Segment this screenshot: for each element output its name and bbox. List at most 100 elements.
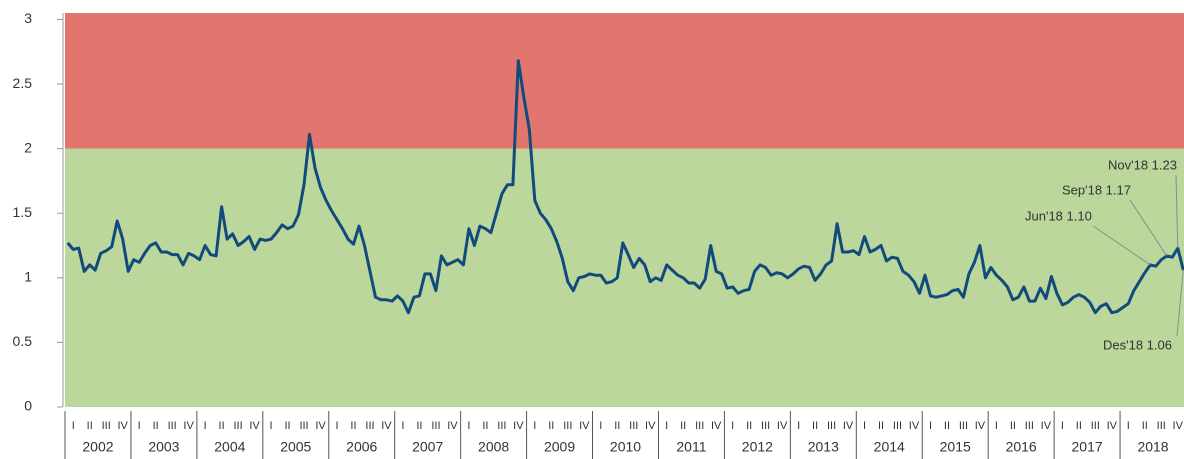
quarter-label: II (680, 420, 686, 432)
quarter-label: IV (909, 420, 920, 432)
quarter-label: IV (843, 420, 854, 432)
quarter-label: II (219, 420, 225, 432)
quarter-label: II (746, 420, 752, 432)
quarter-label: I (72, 420, 75, 432)
quarter-label: IV (249, 420, 260, 432)
quarter-label: III (1025, 420, 1034, 432)
year-label: 2016 (1006, 439, 1037, 455)
quarter-label: IV (1041, 420, 1052, 432)
quarter-label: II (1076, 420, 1082, 432)
year-label: 2010 (610, 439, 641, 455)
annotation: Sep'18 1.17 (1062, 182, 1131, 197)
quarter-label: I (204, 420, 207, 432)
annotation: Nov'18 1.23 (1108, 157, 1177, 172)
quarter-label: II (812, 420, 818, 432)
quarter-label: IV (975, 420, 986, 432)
line-series (66, 59, 1184, 315)
quarter-label: III (299, 420, 308, 432)
year-label: 2015 (940, 439, 971, 455)
annotation-leader (1176, 270, 1184, 337)
quarter-label: II (944, 420, 950, 432)
quarter-label: IV (1173, 420, 1184, 432)
y-tick-label: 3 (24, 10, 32, 26)
y-tick-label: 1.5 (13, 204, 33, 220)
band (65, 13, 1184, 149)
quarter-label: I (270, 420, 273, 432)
year-label: 2007 (412, 439, 443, 455)
quarter-label: III (102, 420, 111, 432)
quarter-label: III (629, 420, 638, 432)
annotation: Des'18 1.06 (1103, 337, 1172, 352)
quarter-label: IV (315, 420, 326, 432)
quarter-label: III (365, 420, 374, 432)
quarter-label: II (482, 420, 488, 432)
quarter-label: IV (513, 420, 524, 432)
quarter-label: I (1061, 420, 1064, 432)
quarter-label: III (761, 420, 770, 432)
quarter-label: I (533, 420, 536, 432)
year-label: 2017 (1072, 439, 1103, 455)
quarter-label: I (731, 420, 734, 432)
quarter-label: I (1127, 420, 1130, 432)
year-label: 2006 (346, 439, 377, 455)
quarter-label: IV (711, 420, 722, 432)
quarter-label: III (563, 420, 572, 432)
quarter-label: I (599, 420, 602, 432)
y-tick-label: 0 (24, 398, 32, 414)
quarter-label: II (1010, 420, 1016, 432)
quarter-label: III (168, 420, 177, 432)
y-tick-label: 2 (24, 139, 32, 155)
year-label: 2011 (676, 439, 706, 455)
year-label: 2009 (544, 439, 575, 455)
quarter-label: III (497, 420, 506, 432)
annotation-leader (1092, 225, 1151, 266)
quarter-label: III (827, 420, 836, 432)
quarter-label: II (548, 420, 554, 432)
band (65, 148, 1184, 407)
quarter-label: III (431, 420, 440, 432)
quarter-label: I (138, 420, 141, 432)
quarter-label: I (797, 420, 800, 432)
year-label: 2003 (148, 439, 179, 455)
quarter-label: IV (183, 420, 194, 432)
quarter-label: II (416, 420, 422, 432)
year-label: 2012 (742, 439, 773, 455)
year-label: 2005 (280, 439, 311, 455)
quarter-label: I (401, 420, 404, 432)
quarter-label: II (284, 420, 290, 432)
quarter-label: II (350, 420, 356, 432)
quarter-label: I (995, 420, 998, 432)
quarter-label: I (335, 420, 338, 432)
quarter-label: III (959, 420, 968, 432)
y-tick-label: 0.5 (13, 333, 33, 349)
quarter-label: I (863, 420, 866, 432)
quarter-label: III (234, 420, 243, 432)
quarter-label: IV (777, 420, 788, 432)
quarter-label: II (878, 420, 884, 432)
year-label: 2018 (1137, 439, 1168, 455)
quarter-label: III (695, 420, 704, 432)
quarter-label: III (1157, 420, 1166, 432)
year-label: 2013 (808, 439, 839, 455)
quarter-label: II (614, 420, 620, 432)
annotation: Jun'18 1.10 (1025, 208, 1092, 223)
quarter-label: III (1091, 420, 1100, 432)
quarter-label: IV (579, 420, 590, 432)
annotation-leader (1175, 174, 1179, 249)
y-tick-label: 2.5 (13, 75, 33, 91)
year-label: 2014 (874, 439, 905, 455)
quarter-label: IV (1107, 420, 1118, 432)
year-label: 2004 (214, 439, 245, 455)
annotation-leader (1129, 199, 1168, 257)
quarter-label: IV (447, 420, 458, 432)
quarter-label: II (1142, 420, 1148, 432)
quarter-label: IV (381, 420, 392, 432)
quarter-label: I (929, 420, 932, 432)
quarter-label: II (153, 420, 159, 432)
y-tick-label: 1 (24, 269, 32, 285)
year-label: 2008 (478, 439, 509, 455)
quarter-label: I (665, 420, 668, 432)
quarter-label: IV (117, 420, 128, 432)
quarter-label: III (893, 420, 902, 432)
